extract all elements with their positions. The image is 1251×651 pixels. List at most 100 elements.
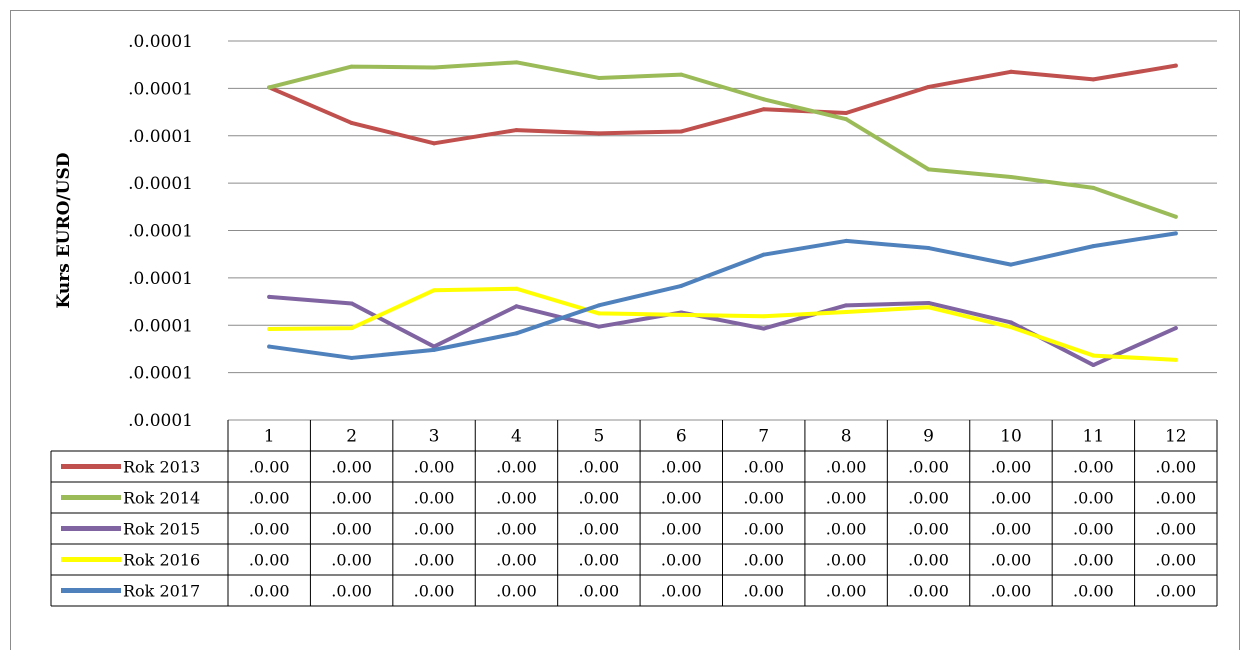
series-line [267,286,1178,362]
category-label: 4 [511,427,522,447]
table-cell: .0.00 [908,520,949,539]
table-cell: .0.00 [991,551,1032,570]
table-cell: .0.00 [826,582,867,601]
category-label: 3 [429,427,440,447]
data-point [844,309,849,314]
table-cell: .0.00 [1155,520,1196,539]
table-cell: .0.00 [908,489,949,508]
table-cell: .0.00 [249,582,290,601]
data-point [761,314,766,319]
legend-label: Rok 2014 [123,489,200,508]
data-point [1173,326,1178,331]
data-point [1173,357,1178,362]
data-point [679,312,684,317]
table-cell: .0.00 [1073,458,1114,477]
table-cell: .0.00 [661,582,702,601]
data-point [926,305,931,310]
data-point [349,326,354,331]
legend-label: Rok 2016 [123,551,200,570]
data-point [844,111,849,116]
data-point [1008,174,1013,179]
y-tick-label: .0.0001 [128,127,193,147]
table-cell: .0.00 [331,520,372,539]
data-point [514,286,519,291]
data-point [1173,63,1178,68]
y-tick-label: .0.0001 [128,411,193,431]
data-point [679,283,684,288]
data-point [679,129,684,134]
y-tick-label: .0.0001 [128,79,193,99]
y-axis-title: Kurs EURO/USD [54,152,74,308]
table-cell: .0.00 [249,458,290,477]
category-label: 6 [676,427,687,447]
table-cell: .0.00 [661,520,702,539]
table-cell: .0.00 [249,551,290,570]
data-point [432,288,437,293]
table-cell: .0.00 [743,551,784,570]
data-point [514,128,519,133]
table-cell: .0.00 [743,520,784,539]
y-tick-label: .0.0001 [128,364,193,384]
category-label: 12 [1165,427,1187,447]
data-point [514,331,519,336]
table-cell: .0.00 [908,458,949,477]
data-point [1091,244,1096,249]
data-point [1091,77,1096,82]
table-cell: .0.00 [991,489,1032,508]
data-point [596,75,601,80]
data-point [761,252,766,257]
series-line [267,294,1178,368]
chart-frame: .0.0001 .0.0001 .0.0001 .0.0001 .0.0001 .0.00… [10,10,1240,650]
table-cell: .0.00 [661,551,702,570]
table-cell: .0.00 [908,551,949,570]
data-point [1008,262,1013,267]
category-label: 2 [346,427,357,447]
table-cell: .0.00 [496,551,537,570]
data-point [267,294,272,299]
table-cell: .0.00 [991,582,1032,601]
series-line [267,63,1178,146]
table-cell: .0.00 [249,489,290,508]
table-cell: .0.00 [579,458,620,477]
table-cell: .0.00 [579,551,620,570]
data-point [1091,363,1096,368]
table-cell: .0.00 [991,520,1032,539]
category-label: 1 [264,427,275,447]
y-tick-label: .0.0001 [128,174,193,194]
data-point [844,303,849,308]
table-cell: .0.00 [743,582,784,601]
data-point [349,355,354,360]
table-cell: .0.00 [414,551,455,570]
table-cell: .0.00 [249,520,290,539]
data-point [349,120,354,125]
table-cell: .0.00 [743,458,784,477]
data-point [926,84,931,89]
data-point [926,167,931,172]
table-cell: .0.00 [496,458,537,477]
data-point [432,141,437,146]
table-cell: .0.00 [1155,582,1196,601]
data-point [596,303,601,308]
table-cell: .0.00 [414,582,455,601]
data-point [1008,325,1013,330]
series-line [267,60,1178,219]
data-point [432,347,437,352]
data-point [267,327,272,332]
legend-label: Rok 2013 [123,458,200,477]
data-point [432,65,437,70]
table-cell: .0.00 [331,458,372,477]
table-cell: .0.00 [826,551,867,570]
table-cell: .0.00 [826,520,867,539]
legend-label: Rok 2017 [123,582,200,601]
table-cell: .0.00 [579,520,620,539]
line-chart: .0.0001 .0.0001 .0.0001 .0.0001 .0.0001 .0.00… [50,32,1218,607]
y-tick-label: .0.0001 [128,269,193,289]
table-cell: .0.00 [1073,551,1114,570]
y-tick-label: .0.0001 [128,222,193,242]
data-point [844,238,849,243]
data-point [349,301,354,306]
data-point [926,300,931,305]
table-cell: .0.00 [331,582,372,601]
table-cell: .0.00 [414,520,455,539]
data-point [267,344,272,349]
